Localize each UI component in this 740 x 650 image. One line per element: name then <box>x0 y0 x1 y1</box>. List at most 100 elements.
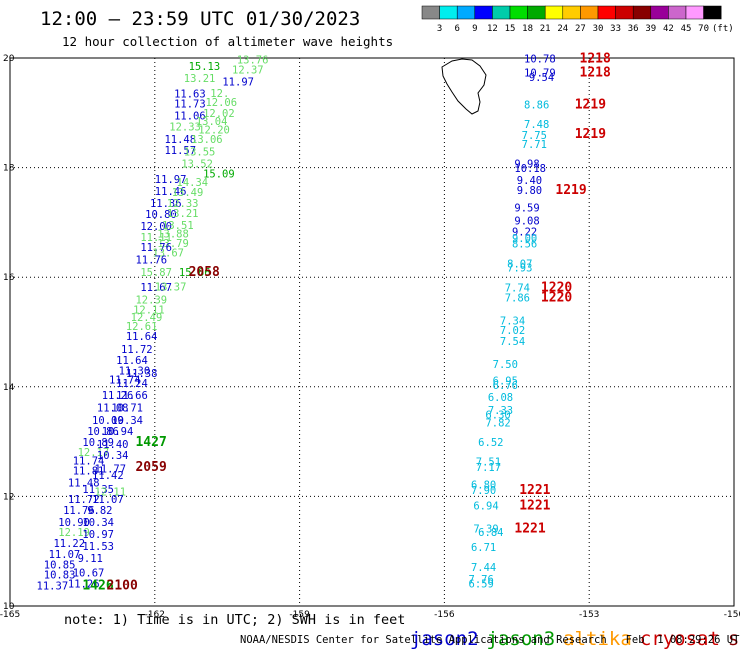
wave-height-point: 6.52 <box>478 437 503 449</box>
wave-height-point: 7.93 <box>507 263 532 275</box>
colorbar-label: 42 <box>663 24 674 34</box>
wave-height-point: 7.50 <box>493 359 518 371</box>
wave-height-point: 7.44 <box>471 562 496 574</box>
time-label: 1219 <box>575 127 606 142</box>
legend-s3a: s3a <box>727 628 740 650</box>
x-tick-label: -150 <box>724 610 740 620</box>
time-label: 1220 <box>541 280 572 295</box>
satellite-legend: jason2 jason3 altika cryosat s3a <box>387 606 740 650</box>
wave-height-point: 11.97 <box>155 174 187 186</box>
time-label: 1219 <box>575 97 606 112</box>
colorbar-swatch <box>632 5 652 20</box>
wave-height-point: 7.17 <box>476 462 501 474</box>
x-tick-label: -153 <box>579 610 599 620</box>
wave-height-point: 11.72 <box>121 344 153 356</box>
wave-height-point: 6.95 <box>493 376 518 388</box>
wave-height-point: 13.04 <box>196 116 228 128</box>
wave-height-point: 13.49 <box>172 187 204 199</box>
colorbar-swatch <box>703 5 722 20</box>
wave-height-point: 7.90 <box>471 485 496 497</box>
y-tick-label: 14 <box>3 383 15 393</box>
wave-height-point: 15.87 <box>140 267 172 279</box>
wave-height-point: 7.75 <box>522 130 547 142</box>
wave-height-point: 12.49 <box>131 312 163 324</box>
x-tick-label: -165 <box>0 610 20 620</box>
wave-height-point: 7.51 <box>476 457 501 469</box>
wave-height-point: 12.06 <box>205 97 237 109</box>
legend-altika: altika <box>563 628 632 650</box>
wave-height-point: 13.21 <box>184 73 216 85</box>
wave-height-point: 7.76 <box>469 574 494 586</box>
wave-height-point: 12.20 <box>198 125 230 137</box>
wave-height-point: 9.00 <box>512 233 537 245</box>
colorbar-swatch <box>474 5 493 20</box>
wave-height-point: 10.34 <box>97 450 129 462</box>
wave-height-point: 13.51 <box>162 220 194 232</box>
wave-height-point: 7.39 <box>473 524 498 536</box>
axis-ticks: -165 -162 -159 -156 -153 -150 10 12 14 16 18 20 <box>0 54 740 620</box>
colorbar-swatch <box>421 5 440 20</box>
wave-height-point: 12.61 <box>126 321 158 333</box>
wave-height-point: 11.30 <box>119 366 151 378</box>
wave-height-point: 11.76 <box>63 505 95 517</box>
time-label: 2100 <box>107 579 138 594</box>
time-label: 1218 <box>580 51 611 66</box>
wave-height-point: 11.26 <box>68 578 100 590</box>
wave-height-point: 9.11 <box>78 553 103 565</box>
grid <box>10 58 734 606</box>
x-tick-label: -162 <box>145 610 165 620</box>
legend-jason3: jason3 <box>486 628 556 650</box>
colorbar-swatch <box>527 5 546 20</box>
plot-frame <box>9 57 735 607</box>
time-label: 1220 <box>541 290 572 305</box>
wave-height-point: 10.90 <box>58 517 90 529</box>
colorbar-swatch <box>562 5 581 20</box>
wave-height-point: 6.71 <box>471 542 496 554</box>
wave-height-point: 10.09 <box>92 415 124 427</box>
wave-height-point: 6.30 <box>485 410 510 422</box>
colorbar-swatch <box>580 5 599 20</box>
colorbar-label: 27 <box>575 24 586 34</box>
wave-height-point: 6.08 <box>488 392 513 404</box>
credit-line: NOAA/NESDIS Center for Satellite Applica… <box>240 634 740 646</box>
wave-height-point: 9.40 <box>517 175 542 187</box>
colorbar-unit: (ft) <box>712 24 734 34</box>
wave-height-point: 12.33 <box>167 198 199 210</box>
wave-height-point: 6.84 <box>478 527 503 539</box>
page-subtitle: 12 hour collection of altimeter wave hei… <box>62 34 394 49</box>
wave-height-point: 7.71 <box>522 139 547 151</box>
wave-height-point: 11.38 <box>126 368 158 380</box>
wave-height-point: 15.13 <box>189 61 221 73</box>
wave-height-point: 13.79 <box>157 238 189 250</box>
colorbar-label: 21 <box>540 24 551 34</box>
time-label: 1219 <box>555 183 586 198</box>
wave-height-point: 7.86 <box>505 292 530 304</box>
colorbar-swatch <box>492 5 511 20</box>
colorbar-label: 15 <box>505 24 516 34</box>
colorbar-label: 24 <box>557 24 568 34</box>
wave-height-point: 11.74 <box>73 456 105 468</box>
colorbar-label: 39 <box>645 24 656 34</box>
colorbar-label: 45 <box>681 24 692 34</box>
wave-height-point: 10.85 <box>44 560 76 572</box>
wave-height-point: 11.46 <box>155 186 187 198</box>
wave-height-point: 10.79 <box>524 68 556 80</box>
time-label: 1221 <box>514 522 545 537</box>
wave-height-point: 11.74 <box>109 375 141 387</box>
colorbar-label: 30 <box>593 24 604 34</box>
wave-height-point: 10.18 <box>514 163 546 175</box>
wave-height-point: 12.00 <box>140 221 172 233</box>
colorbar-label: 3 <box>437 24 442 34</box>
wave-height-point: 9.59 <box>514 202 539 214</box>
colorbar-label: 33 <box>610 24 621 34</box>
wave-height-point: 11.48 <box>164 134 196 146</box>
wave-height-point: 11.40 <box>97 439 129 451</box>
wave-height-point: 11.06 <box>174 110 206 122</box>
colorbar-swatch <box>439 5 458 20</box>
colorbar-swatch <box>456 5 476 20</box>
wave-height-point: 13.55 <box>184 147 216 159</box>
wave-height-point: 11.64 <box>116 355 148 367</box>
wave-height-point: 11.35 <box>82 484 114 496</box>
